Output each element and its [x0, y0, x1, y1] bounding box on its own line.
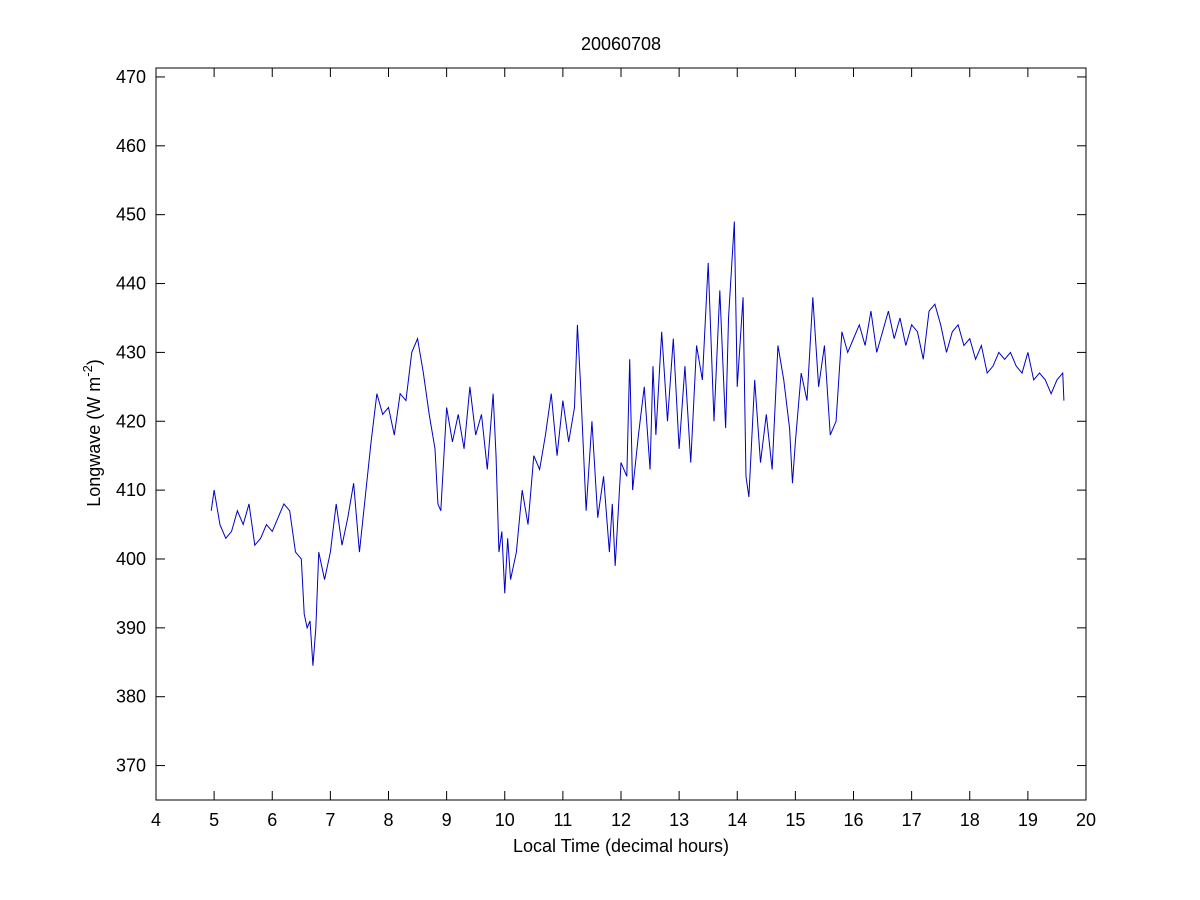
x-tick-label: 19: [1018, 810, 1038, 830]
y-tick-label: 370: [116, 756, 146, 776]
y-tick-label: 450: [116, 205, 146, 225]
x-tick-label: 8: [383, 810, 393, 830]
x-tick-label: 18: [960, 810, 980, 830]
y-tick-label: 420: [116, 411, 146, 431]
x-tick-label: 11: [554, 810, 573, 830]
y-label-sup: -2: [80, 365, 95, 377]
data-line: [210, 221, 1065, 666]
y-tick-label: 440: [116, 274, 146, 294]
y-tick-label: 470: [116, 67, 146, 87]
y-axis-label: Longwave (W m-2): [80, 359, 104, 507]
y-label-main: Longwave (W m: [84, 377, 104, 507]
x-tick-label: 15: [785, 810, 805, 830]
x-tick-label: 4: [151, 810, 161, 830]
y-label-end: ): [84, 359, 104, 365]
x-tick-label: 16: [843, 810, 863, 830]
y-tick-label: 390: [116, 618, 146, 638]
x-tick-label: 9: [442, 810, 452, 830]
x-tick-label: 6: [267, 810, 277, 830]
y-tick-label: 380: [116, 687, 146, 707]
chart-title: 20060708: [581, 34, 661, 54]
x-tick-label: 7: [325, 810, 335, 830]
x-axis-label: Local Time (decimal hours): [513, 836, 729, 856]
y-tick-label: 460: [116, 136, 146, 156]
x-tick-label: 20: [1076, 810, 1096, 830]
x-tick-label: 17: [902, 810, 922, 830]
x-tick-label: 13: [669, 810, 689, 830]
y-tick-label: 410: [116, 480, 146, 500]
x-tick-label: 10: [495, 810, 515, 830]
y-tick-label: 430: [116, 342, 146, 362]
x-tick-label: 12: [611, 810, 631, 830]
x-tick-label: 14: [727, 810, 747, 830]
x-tick-label: 5: [209, 810, 219, 830]
y-tick-label: 400: [116, 549, 146, 569]
